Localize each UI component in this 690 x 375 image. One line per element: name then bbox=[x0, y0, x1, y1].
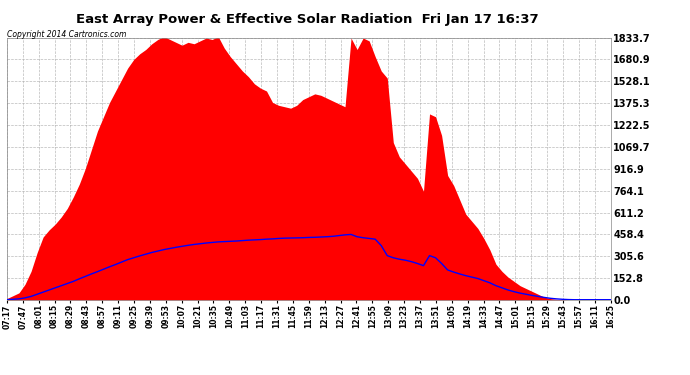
Text: Copyright 2014 Cartronics.com: Copyright 2014 Cartronics.com bbox=[7, 30, 126, 39]
Text: East Array Power & Effective Solar Radiation  Fri Jan 17 16:37: East Array Power & Effective Solar Radia… bbox=[76, 13, 538, 26]
Text: Radiation (Effective w/m2): Radiation (Effective w/m2) bbox=[375, 26, 495, 36]
Text: East Array  (DC Watts): East Array (DC Watts) bbox=[548, 26, 649, 36]
